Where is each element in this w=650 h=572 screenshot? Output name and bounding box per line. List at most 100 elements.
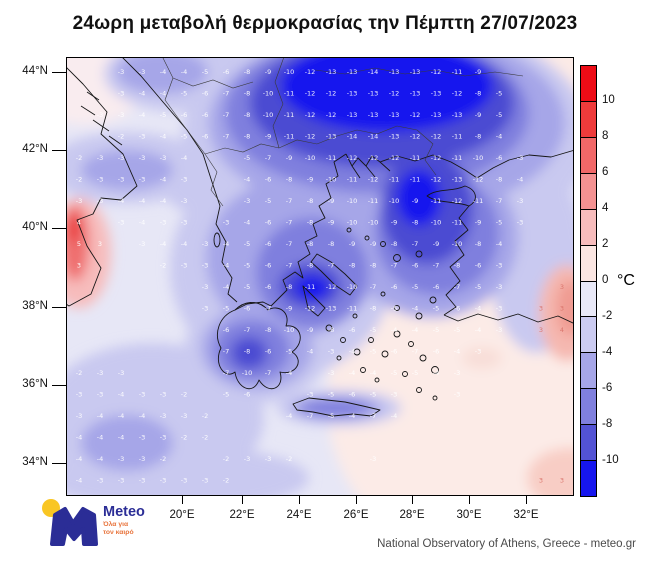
grid-value: -10 — [347, 197, 358, 205]
x-tick — [182, 496, 184, 504]
grid-value: -13 — [326, 133, 337, 141]
y-tick — [52, 307, 66, 309]
grid-value: 3 — [560, 283, 564, 291]
grid-value: -9 — [286, 305, 292, 313]
grid-value: -3 — [328, 348, 334, 356]
grid-value: -3 — [265, 455, 271, 463]
grid-value: -2 — [76, 176, 82, 184]
grid-value: -10 — [452, 240, 463, 248]
grid-value: -4 — [76, 434, 82, 442]
grid-value: -5 — [181, 133, 187, 141]
grid-value: -14 — [368, 68, 379, 76]
grid-value: -7 — [412, 240, 418, 248]
grid-value: -3 — [160, 412, 166, 420]
grid-value: -11 — [368, 197, 379, 205]
grid-value: -8 — [244, 133, 250, 141]
grid-value: 5 — [77, 240, 81, 248]
grid-value: -3 — [97, 391, 103, 399]
grid-value: -12 — [389, 154, 400, 162]
grid-value: -4 — [118, 197, 124, 205]
grid-value: -5 — [265, 197, 271, 205]
map-canvas: -3 -3 -4 -4 -5 -6 -8 -9 -10 -12 -13 -13 -14 -13 -13 -12… — [66, 57, 574, 496]
grid-value: -2 — [223, 455, 229, 463]
colorbar-tick-label: -6 — [602, 382, 613, 394]
y-tick-label: 40°N — [22, 221, 48, 233]
grid-value: -3 — [181, 477, 187, 485]
grid-value: -2 — [76, 154, 82, 162]
grid-value: -3 — [139, 434, 145, 442]
grid-value: -8 — [475, 133, 481, 141]
grid-value: -7 — [223, 369, 229, 377]
y-tick-label: 36°N — [22, 378, 48, 390]
grid-value: -5 — [433, 305, 439, 313]
x-tick-label: 26°E — [343, 509, 369, 521]
grid-value: -8 — [391, 240, 397, 248]
grid-value: -7 — [328, 262, 334, 270]
grid-value: -11 — [389, 176, 400, 184]
grid-value: -8 — [307, 197, 313, 205]
grid-value: -3 — [160, 391, 166, 399]
grid-value: -13 — [368, 111, 379, 119]
x-tick — [412, 496, 414, 504]
x-tick — [526, 496, 528, 504]
grid-value: -4 — [181, 240, 187, 248]
grid-value: -5 — [286, 348, 292, 356]
colorbar-tick-label: 8 — [602, 130, 609, 142]
grid-value: -8 — [307, 240, 313, 248]
grid-value: -6 — [349, 326, 355, 334]
grid-value: -3 — [118, 219, 124, 227]
grid-value: -8 — [244, 90, 250, 98]
grid-value: 4 — [560, 326, 564, 334]
grid-value: -13 — [431, 90, 442, 98]
grid-value: -7 — [223, 111, 229, 119]
grid-value: -6 — [265, 262, 271, 270]
grid-value: -10 — [326, 176, 337, 184]
x-tick-label: 32°E — [513, 509, 539, 521]
grid-value: -2 — [181, 434, 187, 442]
grid-value: -12 — [347, 154, 358, 162]
grid-value: -5 — [370, 391, 376, 399]
grid-value: -3 — [118, 477, 124, 485]
grid-value: -4 — [496, 240, 502, 248]
grid-value: -3 — [76, 412, 82, 420]
grid-value: -4 — [139, 111, 145, 119]
grid-value: -10 — [284, 68, 295, 76]
grid-value: -8 — [286, 283, 292, 291]
grid-value: -3 — [118, 90, 124, 98]
grid-value: -5 — [370, 326, 376, 334]
grid-value: -6 — [265, 176, 271, 184]
grid-value: -10 — [347, 283, 358, 291]
grid-value: -4 — [160, 68, 166, 76]
grid-value: -7 — [307, 412, 313, 420]
grid-value: -3 — [307, 391, 313, 399]
grid-value: -13 — [326, 305, 337, 313]
grid-value: -12 — [305, 68, 316, 76]
grid-value: -6 — [412, 262, 418, 270]
grid-value: -12 — [389, 90, 400, 98]
grid-value: -2 — [76, 369, 82, 377]
colorbar-segment — [581, 66, 596, 102]
grid-value: -10 — [242, 369, 253, 377]
colorbar-tick-label: 10 — [602, 94, 615, 106]
grid-value: -3 — [370, 455, 376, 463]
grid-value: -9 — [286, 154, 292, 162]
grid-value: -5 — [496, 111, 502, 119]
grid-value: -6 — [244, 305, 250, 313]
grid-value: -12 — [326, 283, 337, 291]
grid-value: -12 — [305, 111, 316, 119]
grid-value: -4 — [97, 434, 103, 442]
x-tick-label: 22°E — [229, 509, 255, 521]
colorbar-unit-label: °C — [617, 272, 635, 289]
grid-value: -8 — [475, 90, 481, 98]
grid-value: -3 — [517, 154, 523, 162]
grid-value: -5 — [202, 68, 208, 76]
grid-value: -3 — [160, 477, 166, 485]
colorbar-segment — [581, 353, 596, 390]
attribution-text: National Observatory of Athens, Greece -… — [377, 538, 636, 550]
grid-value: -8 — [454, 262, 460, 270]
grid-value: -14 — [368, 133, 379, 141]
grid-value: 3 — [539, 305, 543, 313]
grid-value: -3 — [139, 133, 145, 141]
grid-value: -5 — [244, 154, 250, 162]
grid-value: -5 — [181, 90, 187, 98]
